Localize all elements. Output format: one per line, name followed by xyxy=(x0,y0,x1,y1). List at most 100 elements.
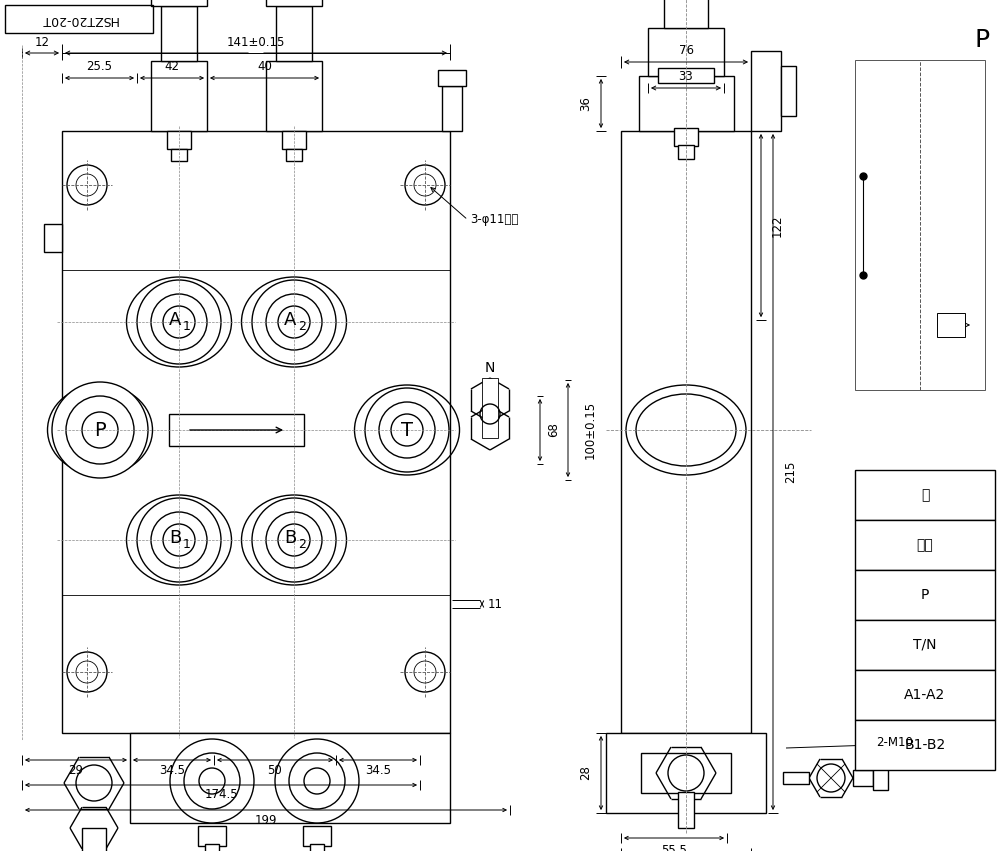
Bar xyxy=(855,520,995,570)
Bar xyxy=(855,720,995,770)
Bar xyxy=(751,51,781,131)
Circle shape xyxy=(275,739,359,823)
Bar xyxy=(621,131,751,733)
Text: 42: 42 xyxy=(164,60,180,73)
Text: A: A xyxy=(284,311,296,329)
Text: 12: 12 xyxy=(34,36,50,49)
Bar xyxy=(783,772,809,784)
Bar xyxy=(873,766,888,790)
Bar xyxy=(151,0,207,6)
Circle shape xyxy=(266,294,322,350)
Circle shape xyxy=(76,174,98,196)
Bar xyxy=(130,733,450,823)
Circle shape xyxy=(67,165,107,205)
Bar xyxy=(855,60,985,390)
Bar xyxy=(161,6,197,61)
Circle shape xyxy=(82,412,118,448)
Circle shape xyxy=(151,294,207,350)
Circle shape xyxy=(67,652,107,692)
Bar xyxy=(5,5,153,33)
Bar xyxy=(658,68,714,83)
Bar xyxy=(853,770,873,786)
Text: P: P xyxy=(975,28,990,52)
Circle shape xyxy=(151,512,207,568)
Text: 33: 33 xyxy=(679,71,693,83)
Circle shape xyxy=(365,388,449,472)
Bar xyxy=(606,733,766,813)
Text: 122: 122 xyxy=(770,214,784,237)
Bar xyxy=(169,414,304,446)
Bar xyxy=(82,828,106,851)
Text: 215: 215 xyxy=(784,460,798,483)
Circle shape xyxy=(304,768,330,794)
Circle shape xyxy=(137,280,221,364)
Text: 199: 199 xyxy=(255,814,277,826)
Text: N: N xyxy=(485,361,495,375)
Text: 55.5: 55.5 xyxy=(661,843,687,851)
Circle shape xyxy=(199,768,225,794)
Circle shape xyxy=(137,498,221,582)
Circle shape xyxy=(379,402,435,458)
Circle shape xyxy=(252,280,336,364)
Bar xyxy=(442,86,462,131)
Circle shape xyxy=(76,661,98,683)
Bar xyxy=(678,145,694,159)
Text: 1: 1 xyxy=(183,539,191,551)
Text: 174.5: 174.5 xyxy=(204,789,238,802)
Ellipse shape xyxy=(636,394,736,466)
Text: 29: 29 xyxy=(68,763,84,776)
Text: 1: 1 xyxy=(183,321,191,334)
Text: 40: 40 xyxy=(257,60,272,73)
Text: 阀: 阀 xyxy=(921,488,929,502)
Circle shape xyxy=(414,174,436,196)
Text: B1-B2: B1-B2 xyxy=(904,738,946,752)
Text: 36: 36 xyxy=(580,96,592,111)
Text: 76: 76 xyxy=(678,44,694,58)
Bar xyxy=(276,6,312,61)
Circle shape xyxy=(278,306,310,338)
Text: B: B xyxy=(284,529,296,547)
Text: T: T xyxy=(401,420,413,439)
Bar xyxy=(167,131,191,149)
Circle shape xyxy=(170,739,254,823)
Text: HSZT20-20T: HSZT20-20T xyxy=(40,13,118,26)
Bar xyxy=(151,61,207,131)
Text: A1-A2: A1-A2 xyxy=(904,688,946,702)
Circle shape xyxy=(266,512,322,568)
Text: 28: 28 xyxy=(580,766,592,780)
Text: 34.5: 34.5 xyxy=(365,763,391,776)
Text: 25.5: 25.5 xyxy=(87,60,112,73)
Text: P: P xyxy=(921,588,929,602)
Bar xyxy=(438,70,466,86)
Circle shape xyxy=(414,661,436,683)
Text: 34.5: 34.5 xyxy=(159,763,185,776)
Circle shape xyxy=(405,652,445,692)
Text: 3-φ11通孔: 3-φ11通孔 xyxy=(470,214,518,226)
Bar xyxy=(678,792,694,828)
Circle shape xyxy=(405,165,445,205)
Text: 68: 68 xyxy=(548,423,560,437)
Text: 2: 2 xyxy=(298,321,306,334)
Text: 11: 11 xyxy=(488,597,503,610)
Bar xyxy=(303,826,331,846)
Circle shape xyxy=(184,753,240,809)
Bar xyxy=(639,76,734,131)
Bar xyxy=(482,378,498,438)
Bar xyxy=(62,131,450,733)
Bar xyxy=(855,570,995,620)
Bar xyxy=(855,470,995,520)
Bar xyxy=(781,66,796,116)
Circle shape xyxy=(391,414,423,446)
Text: 141±0.15: 141±0.15 xyxy=(227,36,285,49)
Text: 100±0.15: 100±0.15 xyxy=(584,401,596,459)
Text: B: B xyxy=(169,529,181,547)
Bar xyxy=(286,149,302,161)
Bar xyxy=(855,620,995,670)
Bar xyxy=(44,224,62,252)
Bar xyxy=(641,753,731,793)
Bar xyxy=(205,844,219,851)
Text: T/N: T/N xyxy=(913,638,937,652)
Bar xyxy=(937,313,965,337)
Bar xyxy=(310,844,324,851)
Ellipse shape xyxy=(626,385,746,475)
